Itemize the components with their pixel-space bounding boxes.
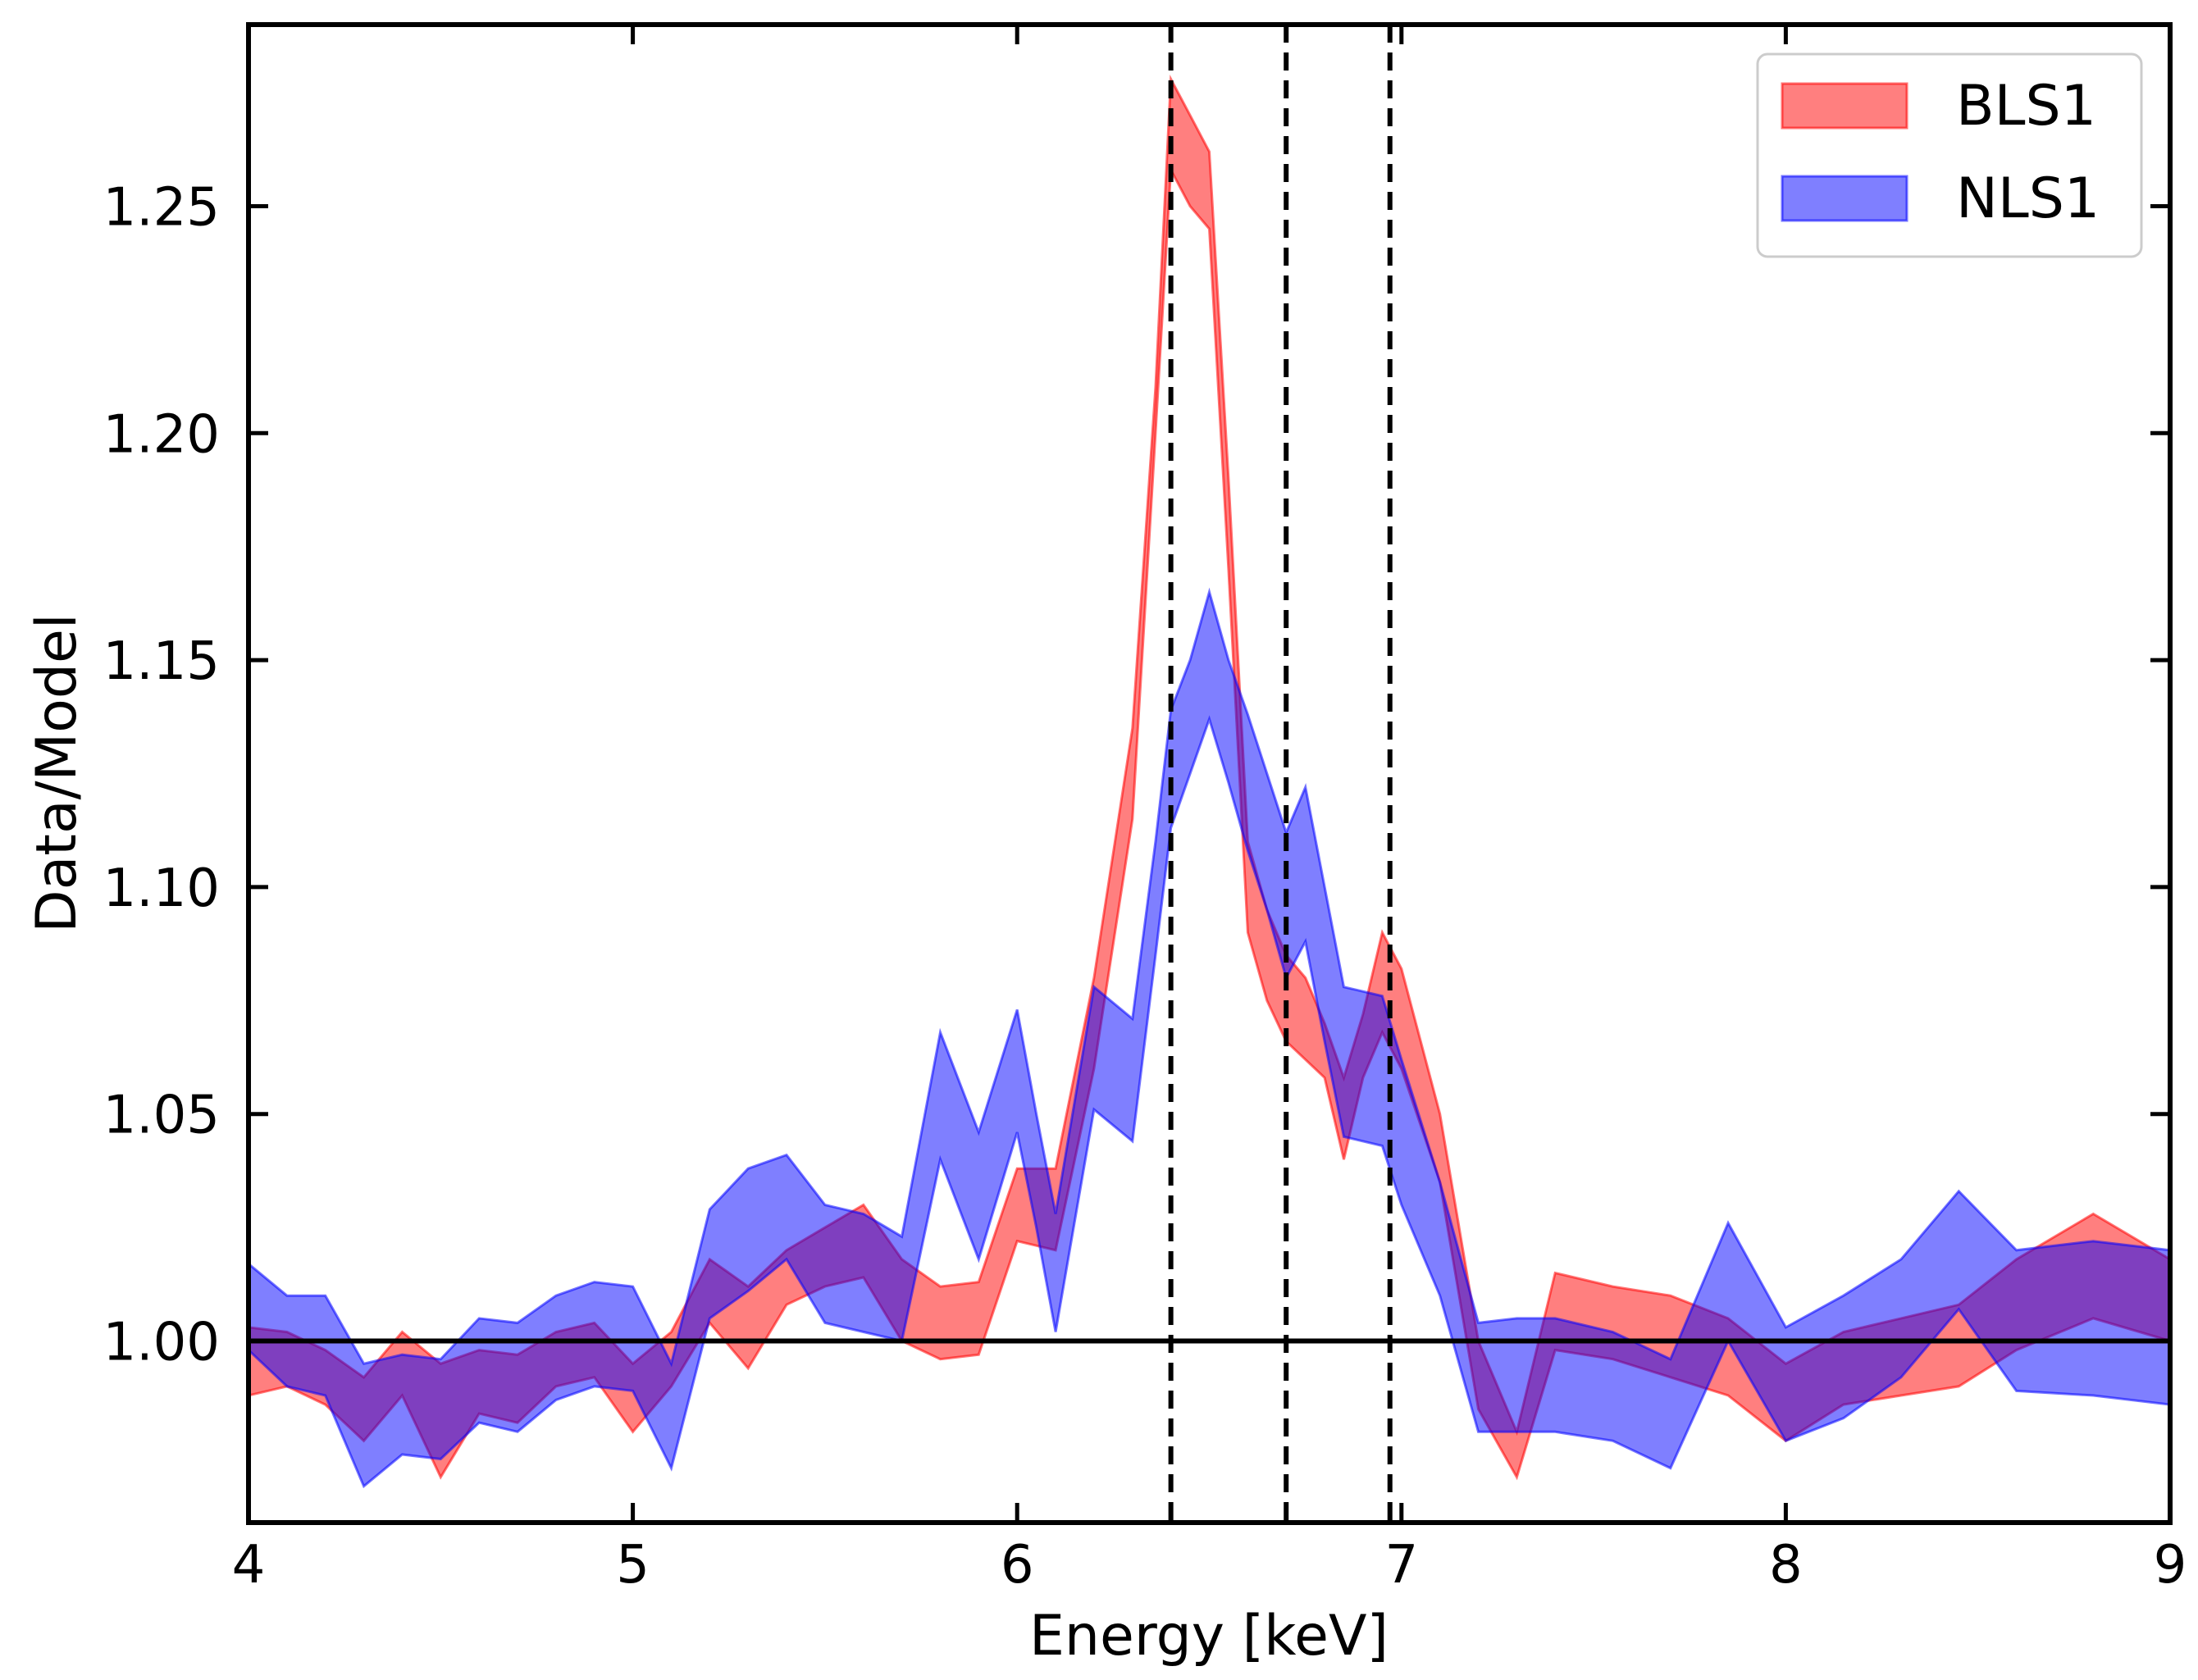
x-axis-title: Energy [keV] xyxy=(1029,1604,1389,1669)
y-tick-label: 1.20 xyxy=(103,404,221,465)
y-tick-label: 1.00 xyxy=(103,1313,221,1373)
legend-label-nls1: NLS1 xyxy=(1956,166,2100,231)
x-tick-label: 8 xyxy=(1769,1535,1803,1596)
legend: BLS1 NLS1 xyxy=(1756,52,2143,258)
legend-swatch-nls1 xyxy=(1781,175,1908,222)
series-bands xyxy=(249,74,2170,1489)
x-tick-label: 5 xyxy=(616,1535,650,1596)
y-axis-title: Data/Model xyxy=(25,613,89,932)
y-tick-label: 1.05 xyxy=(103,1086,221,1146)
plot-frame xyxy=(246,22,2173,1525)
legend-swatch-bls1 xyxy=(1781,82,1908,130)
x-tick-label: 4 xyxy=(232,1535,266,1596)
x-tick-label: 6 xyxy=(1001,1535,1034,1596)
x-tick-label: 7 xyxy=(1384,1535,1418,1596)
legend-label-bls1: BLS1 xyxy=(1956,74,2096,139)
y-tick-label: 1.25 xyxy=(103,177,221,238)
band-nls1 xyxy=(249,587,2170,1489)
reference-lines xyxy=(249,25,2170,1523)
y-tick-label: 1.10 xyxy=(103,858,221,919)
y-tick-label: 1.15 xyxy=(103,631,221,692)
axis-ticks: 4 5 6 7 8 9 1.00 1.05 1.10 1.15 1.20 1.25 xyxy=(103,25,2187,1596)
x-tick-label: 9 xyxy=(2154,1535,2187,1596)
